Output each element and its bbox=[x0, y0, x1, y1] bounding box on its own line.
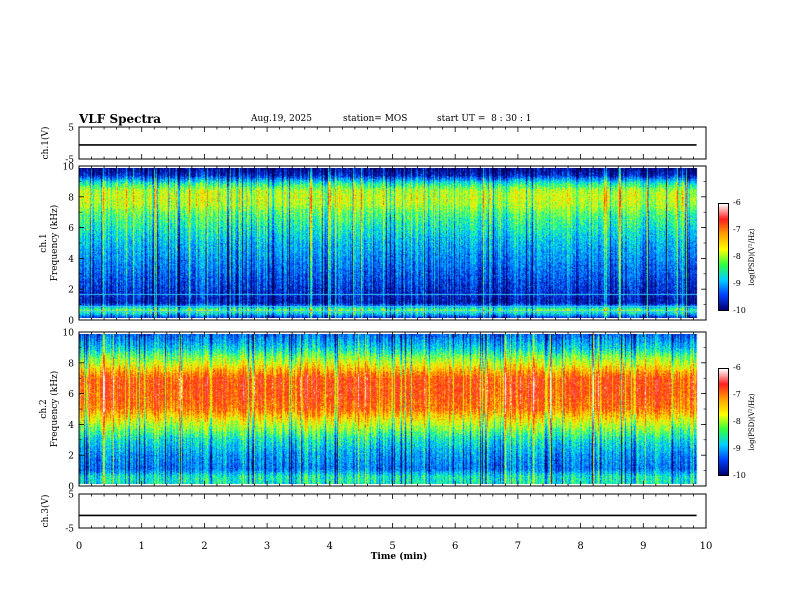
y-tick-label: 2 bbox=[68, 286, 74, 296]
ch2-freq-axis-label-unit: Frequency (kHz) bbox=[49, 371, 60, 448]
chart-title: VLF Spectra bbox=[79, 112, 162, 126]
x-tick-label: 9 bbox=[640, 541, 646, 552]
x-tick-label: 6 bbox=[452, 541, 458, 552]
x-tick-label: 10 bbox=[700, 541, 713, 552]
x-tick-label: 8 bbox=[577, 541, 583, 552]
y-tick-label: 0 bbox=[68, 483, 74, 493]
y-tick-label: 10 bbox=[63, 163, 75, 173]
ch1-voltage-axis-label: ch.1(V) bbox=[40, 127, 51, 160]
x-tick-label: 7 bbox=[515, 541, 521, 552]
x-tick-label: 1 bbox=[139, 541, 145, 552]
station-label: station= MOS bbox=[343, 114, 408, 124]
ch2-spectrogram bbox=[79, 334, 706, 484]
y-tick-label: 4 bbox=[68, 421, 74, 431]
y-tick-label: 10 bbox=[63, 329, 75, 339]
y-tick-label: 5 bbox=[68, 124, 74, 134]
x-tick-label: 4 bbox=[327, 541, 333, 552]
x-axis-title: Time (min) bbox=[371, 551, 428, 562]
y-tick-label: 2 bbox=[68, 452, 74, 462]
ch2-colorbar bbox=[718, 368, 729, 476]
panel-frame bbox=[78, 493, 707, 529]
x-tick-label: 0 bbox=[76, 541, 82, 552]
x-tick-label: 5 bbox=[389, 541, 395, 552]
colorbar-tick-label: -10 bbox=[733, 306, 746, 315]
ch1-freq-axis-label: ch.1 bbox=[39, 233, 49, 252]
colorbar-tick-label: -9 bbox=[733, 444, 741, 453]
ch1-colorbar bbox=[718, 203, 729, 311]
ch1-spectrogram bbox=[79, 168, 706, 318]
panel-frame bbox=[78, 165, 707, 321]
ch3-voltage-axis-label: ch.3(V) bbox=[40, 495, 51, 528]
y-tick-label: 6 bbox=[68, 390, 74, 400]
colorbar-tick-label: -6 bbox=[733, 198, 741, 207]
panel-frame bbox=[78, 331, 707, 487]
colorbar-tick-label: -7 bbox=[733, 390, 741, 399]
colorbar-tick-label: -10 bbox=[733, 471, 746, 480]
ch1-freq-axis-label-unit: Frequency (kHz) bbox=[49, 205, 60, 282]
y-tick-label: -5 bbox=[65, 156, 74, 166]
y-tick-label: 4 bbox=[68, 255, 74, 265]
y-tick-label: 0 bbox=[68, 317, 74, 327]
y-tick-label: 6 bbox=[68, 224, 74, 234]
colorbar-tick-label: -7 bbox=[733, 225, 741, 234]
colorbar-tick-label: -8 bbox=[733, 417, 741, 426]
date-label: Aug.19, 2025 bbox=[251, 114, 312, 124]
colorbar-tick-label: -6 bbox=[733, 363, 741, 372]
y-tick-label: 8 bbox=[68, 359, 74, 369]
y-tick-label: -5 bbox=[65, 525, 74, 535]
y-tick-label: 8 bbox=[68, 193, 74, 203]
ch2-freq-axis-label: ch.2 bbox=[39, 399, 49, 418]
colorbar-tick-label: -8 bbox=[733, 252, 741, 261]
colorbar-tick-label: -9 bbox=[733, 279, 741, 288]
x-tick-label: 2 bbox=[201, 541, 207, 552]
y-tick-label: 5 bbox=[68, 491, 74, 501]
x-tick-label: 3 bbox=[264, 541, 270, 552]
start-ut-label: start UT = 8 : 30 : 1 bbox=[437, 114, 532, 124]
